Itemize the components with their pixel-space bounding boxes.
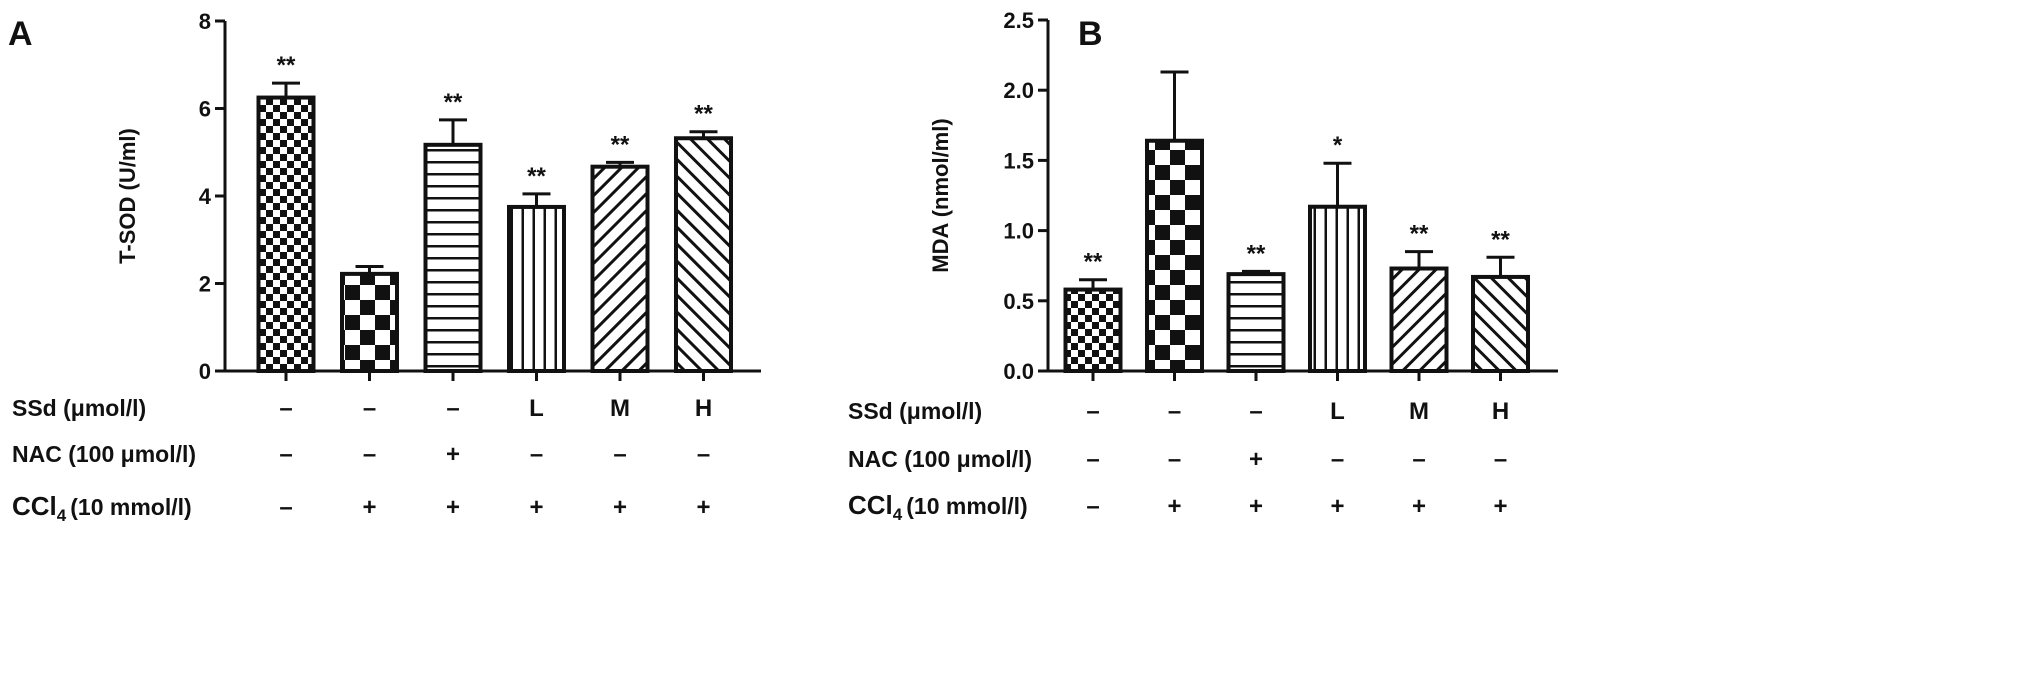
panel-b-bar	[1389, 266, 1449, 373]
panel-b-treatment-cell: H	[1492, 398, 1509, 425]
panel-b-treatment-cell: –	[1412, 446, 1425, 473]
panel-a-bar	[340, 271, 399, 373]
panel-b-treatment-cell: –	[1168, 398, 1181, 425]
panel-a-treatment-row-label: CCl4 (10 mmol/l)	[12, 491, 192, 525]
panel-a-chart: 0 2 4 6 8 T-SOD (U/ml) ** ** ** ** ** SSd (μmol/l) –…	[12, 9, 761, 525]
panel-a-treatment-row-label: NAC (100 μmol/l)	[12, 441, 196, 467]
panel-a-treatment-cell: –	[363, 395, 376, 422]
panel-a-y-tick-label: 6	[199, 97, 211, 122]
panel-b-treatment-cell: –	[1331, 446, 1344, 473]
panel-a-treatment-cell: +	[446, 441, 460, 468]
panel-b-y-tick-label: 1.0	[1003, 219, 1034, 244]
panel-a-treatment-cell: –	[279, 441, 292, 468]
panel-b-significance-label: **	[1247, 240, 1266, 267]
panel-a-significance-label: **	[694, 101, 713, 128]
panel-a-significance-label: **	[277, 52, 296, 79]
panel-b-treatment-cell: –	[1249, 398, 1262, 425]
panel-b-y-tick-label: 2.0	[1003, 78, 1034, 103]
panel-a-treatment-cell: –	[446, 395, 459, 422]
panel-a-treatment-cell: –	[279, 494, 292, 521]
panel-a-y-axis-label: T-SOD (U/ml)	[115, 128, 140, 264]
panel-b-y-tick-label: 0.0	[1003, 359, 1034, 384]
panel-a-treatment-cell: H	[695, 395, 712, 422]
panel-a-bar	[590, 164, 650, 373]
panel-a-letter: A	[8, 15, 33, 53]
panel-a-treatment-cell: –	[530, 441, 543, 468]
panel-b-treatment-cell: –	[1494, 446, 1507, 473]
panel-b-y-axis-label: MDA (nmol/ml)	[928, 118, 953, 272]
panel-b-treatment-cell: –	[1086, 398, 1099, 425]
panel-a-treatment-cell: +	[446, 494, 460, 521]
panel-a-bar	[507, 204, 566, 373]
panel-b-treatment-cell: M	[1409, 398, 1429, 425]
panel-a-significance-label: **	[611, 131, 630, 158]
panel-b-treatment-cell: –	[1168, 446, 1181, 473]
panel-b-bar	[1063, 287, 1123, 373]
panel-a-y-tick-label: 4	[199, 184, 212, 209]
panel-a-treatment-cell: –	[279, 395, 292, 422]
panel-b-treatment-cell: –	[1086, 446, 1099, 473]
panel-a-significance-label: **	[527, 163, 546, 190]
panel-a-treatment-cell: –	[697, 441, 710, 468]
panel-b-treatment-row-label: SSd (μmol/l)	[848, 398, 982, 424]
panel-b-treatment-cell: +	[1249, 493, 1263, 520]
panel-b-letter: B	[1078, 15, 1103, 53]
panel-a-treatment-cell: M	[610, 395, 630, 422]
panel-b-bar	[1145, 138, 1204, 373]
panel-a-bar	[423, 142, 483, 373]
panel-a-treatment-cell: –	[363, 441, 376, 468]
panel-b-treatment-row-label: NAC (100 μmol/l)	[848, 446, 1032, 472]
panel-a-bar	[256, 95, 316, 373]
panel-b-significance-label: **	[1491, 226, 1510, 253]
panel-b-bar	[1226, 272, 1286, 373]
panel-b-significance-label: **	[1084, 249, 1103, 276]
panel-b-significance-label: **	[1410, 221, 1429, 248]
panel-a-treatment-cell: +	[362, 494, 376, 521]
panel-a-treatment-cell: +	[613, 494, 627, 521]
panel-a-y-tick-label: 2	[199, 272, 211, 297]
panel-b-treatment-cell: +	[1412, 493, 1426, 520]
panel-b-y-tick-label: 0.5	[1003, 289, 1034, 314]
panel-a-y-tick-label: 8	[199, 9, 211, 34]
panel-a-treatment-row-label: SSd (μmol/l)	[12, 395, 146, 421]
panel-b-bar	[1308, 204, 1367, 373]
panel-a-significance-label: **	[444, 89, 463, 116]
panel-a-treatment-cell: L	[529, 395, 544, 422]
panel-a-bar	[674, 136, 733, 373]
panel-b-treatment-cell: L	[1330, 398, 1345, 425]
panel-b-treatment-cell: +	[1330, 493, 1344, 520]
panel-b-y-tick-label: 2.5	[1003, 8, 1034, 33]
panel-b-bar	[1471, 274, 1530, 374]
panel-b-treatment-cell: +	[1249, 446, 1263, 473]
panel-a-treatment-cell: –	[613, 441, 626, 468]
panel-a-treatment-cell: +	[529, 494, 543, 521]
panel-b-significance-label: *	[1333, 132, 1343, 159]
panel-b-treatment-cell: –	[1086, 493, 1099, 520]
panel-a-y-tick-label: 0	[199, 359, 211, 384]
panel-b-treatment-cell: +	[1493, 493, 1507, 520]
panel-a-treatment-cell: +	[696, 494, 710, 521]
panel-b-treatment-cell: +	[1167, 493, 1181, 520]
panel-b-y-tick-label: 1.5	[1003, 148, 1034, 173]
panel-b-treatment-row-label: CCl4 (10 mmol/l)	[848, 490, 1028, 524]
